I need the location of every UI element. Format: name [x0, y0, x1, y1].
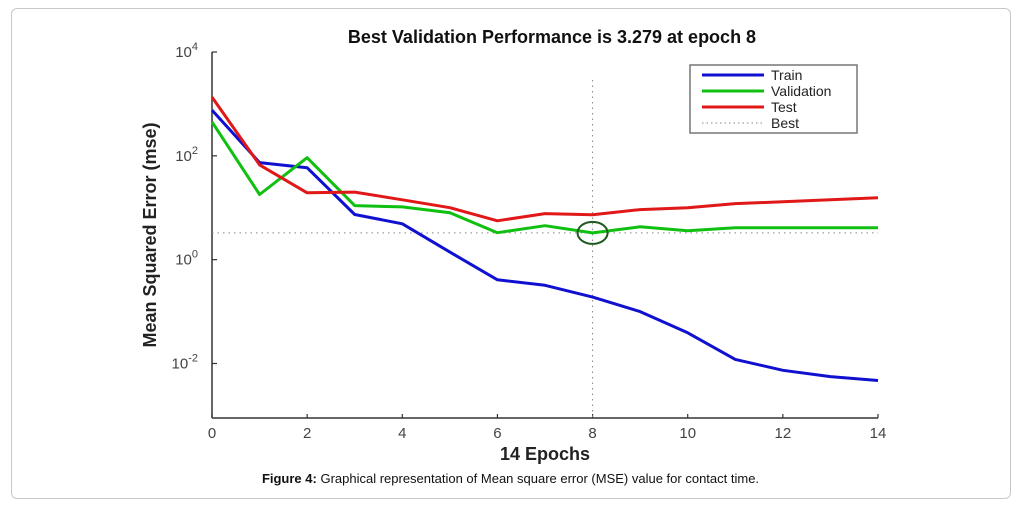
x-tick-label: 12: [775, 425, 792, 442]
x-tick-label: 4: [398, 425, 406, 442]
x-tick-label: 2: [303, 425, 311, 442]
figure-frame: [11, 8, 1011, 499]
y-tick-label: 100: [175, 249, 198, 269]
caption-text: Graphical representation of Mean square …: [316, 471, 760, 486]
legend-label-test: Test: [771, 99, 797, 115]
best-marker-circle: [576, 220, 609, 245]
x-axis-label: 14 Epochs: [500, 444, 590, 464]
legend-label-best: Best: [771, 115, 799, 131]
series-line-train: [210, 109, 879, 382]
x-tick-label: 10: [679, 425, 696, 442]
series-line-validation: [210, 121, 878, 235]
x-tick-label: 6: [493, 425, 501, 442]
legend-label-validation: Validation: [771, 83, 831, 99]
y-tick-label: 102: [175, 145, 198, 165]
x-tick-label: 8: [588, 425, 596, 442]
caption-label: Figure 4:: [261, 471, 317, 486]
figure-caption: Figure 4: Graphical representation of Me…: [0, 471, 1021, 486]
y-tick-label: 10-2: [172, 352, 198, 372]
chart-title: Best Validation Performance is 3.279 at …: [348, 27, 756, 47]
y-tick-label: 104: [175, 41, 198, 61]
x-tick-label: 0: [208, 425, 216, 442]
mse-chart: Best Validation Performance is 3.279 at …: [140, 27, 887, 464]
x-tick-label: 14: [870, 425, 887, 442]
series-line-test: [210, 96, 879, 223]
y-axis-label: Mean Squared Error (mse): [140, 122, 160, 347]
legend-label-train: Train: [771, 67, 802, 83]
